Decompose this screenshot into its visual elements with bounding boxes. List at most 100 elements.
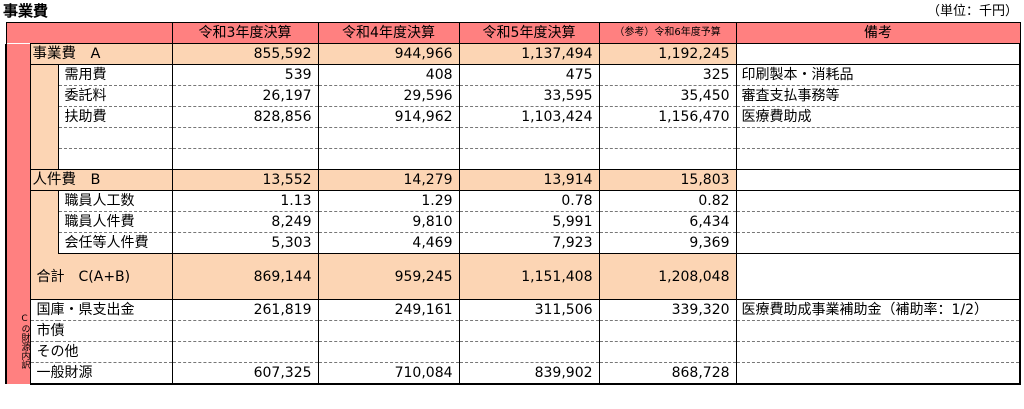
value-cell <box>317 148 460 170</box>
value-cell: 408 <box>317 64 460 86</box>
value-cell <box>458 341 600 363</box>
group-row: 人件費 B 13,552 14,279 13,914 15,803 <box>5 169 1022 254</box>
value-cell: 26,197 <box>171 85 319 107</box>
group-row: 事業費 A 855,592 944,966 1,137,494 1,192,245 <box>5 43 1022 170</box>
header-row: 令和3年度決算 令和4年度決算 令和5年度決算 （参考）令和6年度予算 備考 <box>5 22 1021 44</box>
value-cell: 959,245 <box>317 253 460 300</box>
column-header: 令和4年度決算 <box>317 22 460 44</box>
value-cell: 1.13 <box>171 190 319 212</box>
value-cell: 311,506 <box>458 299 600 321</box>
total-row: 合計 C(A+B) 869,144 959,245 1,151,408 1,208,04… <box>5 253 1022 300</box>
note-cell <box>735 362 1022 385</box>
value-cell: 8,249 <box>171 211 319 233</box>
value-cell: 325 <box>598 64 737 86</box>
value-cell: 33,595 <box>458 85 600 107</box>
note-cell <box>735 190 1022 212</box>
value-cell: 0.82 <box>598 190 737 212</box>
value-cell: 261,819 <box>171 299 319 321</box>
finance-label: その他 <box>30 341 173 363</box>
value-cell <box>317 127 460 149</box>
note-cell <box>735 253 1022 300</box>
value-cell <box>171 320 319 342</box>
value-cell <box>171 341 319 363</box>
column-header: 令和3年度決算 <box>171 22 319 44</box>
value-cell: 13,914 <box>458 169 600 191</box>
value-cell: 839,902 <box>458 362 600 385</box>
note-cell: 審査支払事務等 <box>735 85 1022 107</box>
item-row: 職員人件費 8,249 9,810 5,991 6,434 <box>6 211 1022 233</box>
value-cell <box>598 320 737 342</box>
note-cell <box>735 320 1022 342</box>
note-cell <box>735 169 1022 191</box>
value-cell: 5,303 <box>171 232 319 254</box>
value-cell: 1,151,408 <box>458 253 600 300</box>
value-cell <box>458 127 600 149</box>
value-cell: 35,450 <box>598 85 737 107</box>
note-cell: 医療費助成 <box>735 106 1022 128</box>
column-header: 備考 <box>735 22 1021 44</box>
value-cell: 29,596 <box>317 85 460 107</box>
item-row: 職員人工数 1.13 1.29 0.78 0.82 <box>6 190 1022 254</box>
note-cell <box>735 211 1022 233</box>
note-cell <box>735 148 1022 170</box>
value-cell <box>598 148 737 170</box>
value-cell: 607,325 <box>171 362 319 385</box>
item-label: 職員人件費 <box>58 211 173 233</box>
value-cell: 14,279 <box>317 169 460 191</box>
sub-stripe <box>30 64 59 170</box>
group-label: 事業費 A <box>30 43 173 65</box>
finance-label: 一般財源 <box>30 362 173 385</box>
column-header: （参考）令和6年度予算 <box>598 22 737 44</box>
finance-side-label: Cの財源内訳 <box>5 299 31 384</box>
unit-label: （単位：千円） <box>926 4 1018 19</box>
finance-row: その他 <box>6 341 1022 363</box>
value-cell: 5,991 <box>458 211 600 233</box>
value-cell: 249,161 <box>317 299 460 321</box>
value-cell <box>598 341 737 363</box>
value-cell <box>171 127 319 149</box>
value-cell <box>598 127 737 149</box>
value-cell: 944,966 <box>317 43 460 65</box>
value-cell: 1,137,494 <box>458 43 600 65</box>
value-cell: 1,156,470 <box>598 106 737 128</box>
finance-label: 市債 <box>30 320 173 342</box>
value-cell: 914,962 <box>317 106 460 128</box>
item-row <box>6 148 1022 170</box>
finance-label: 国庫・県支出金 <box>30 299 173 321</box>
item-label <box>58 127 173 149</box>
finance-row: 市債 <box>6 320 1022 342</box>
note-cell: 印刷製本・消耗品 <box>735 64 1022 86</box>
value-cell: 855,592 <box>171 43 319 65</box>
value-cell: 13,552 <box>171 169 319 191</box>
value-cell: 9,810 <box>317 211 460 233</box>
note-cell <box>735 341 1022 363</box>
value-cell: 828,856 <box>171 106 319 128</box>
value-cell: 6,434 <box>598 211 737 233</box>
value-cell: 7,923 <box>458 232 600 254</box>
column-header: 令和5年度決算 <box>458 22 600 44</box>
value-cell <box>171 148 319 170</box>
note-cell: 医療費助成事業補助金（補助率：1/2） <box>735 299 1022 321</box>
value-cell: 869,144 <box>171 253 319 300</box>
item-row: 委託料 26,197 29,596 33,595 35,450 審査支払事務等 <box>6 85 1022 107</box>
item-row: 会任等人件費 5,303 4,469 7,923 9,369 <box>6 232 1022 254</box>
value-cell: 710,084 <box>317 362 460 385</box>
item-label: 委託料 <box>58 85 173 107</box>
value-cell <box>458 320 600 342</box>
value-cell: 539 <box>171 64 319 86</box>
item-label: 扶助費 <box>58 106 173 128</box>
value-cell: 475 <box>458 64 600 86</box>
item-label <box>58 148 173 170</box>
value-cell: 868,728 <box>598 362 737 385</box>
group-label: 人件費 B <box>30 169 173 191</box>
value-cell <box>317 341 460 363</box>
left-stripe <box>5 253 31 300</box>
total-label: 合計 C(A+B) <box>30 253 173 300</box>
value-cell: 1,208,048 <box>598 253 737 300</box>
item-row <box>6 127 1022 149</box>
left-stripe <box>5 43 31 170</box>
value-cell: 15,803 <box>598 169 737 191</box>
item-row: 扶助費 828,856 914,962 1,103,424 1,156,470 医療費助成 <box>6 106 1022 128</box>
value-cell: 9,369 <box>598 232 737 254</box>
